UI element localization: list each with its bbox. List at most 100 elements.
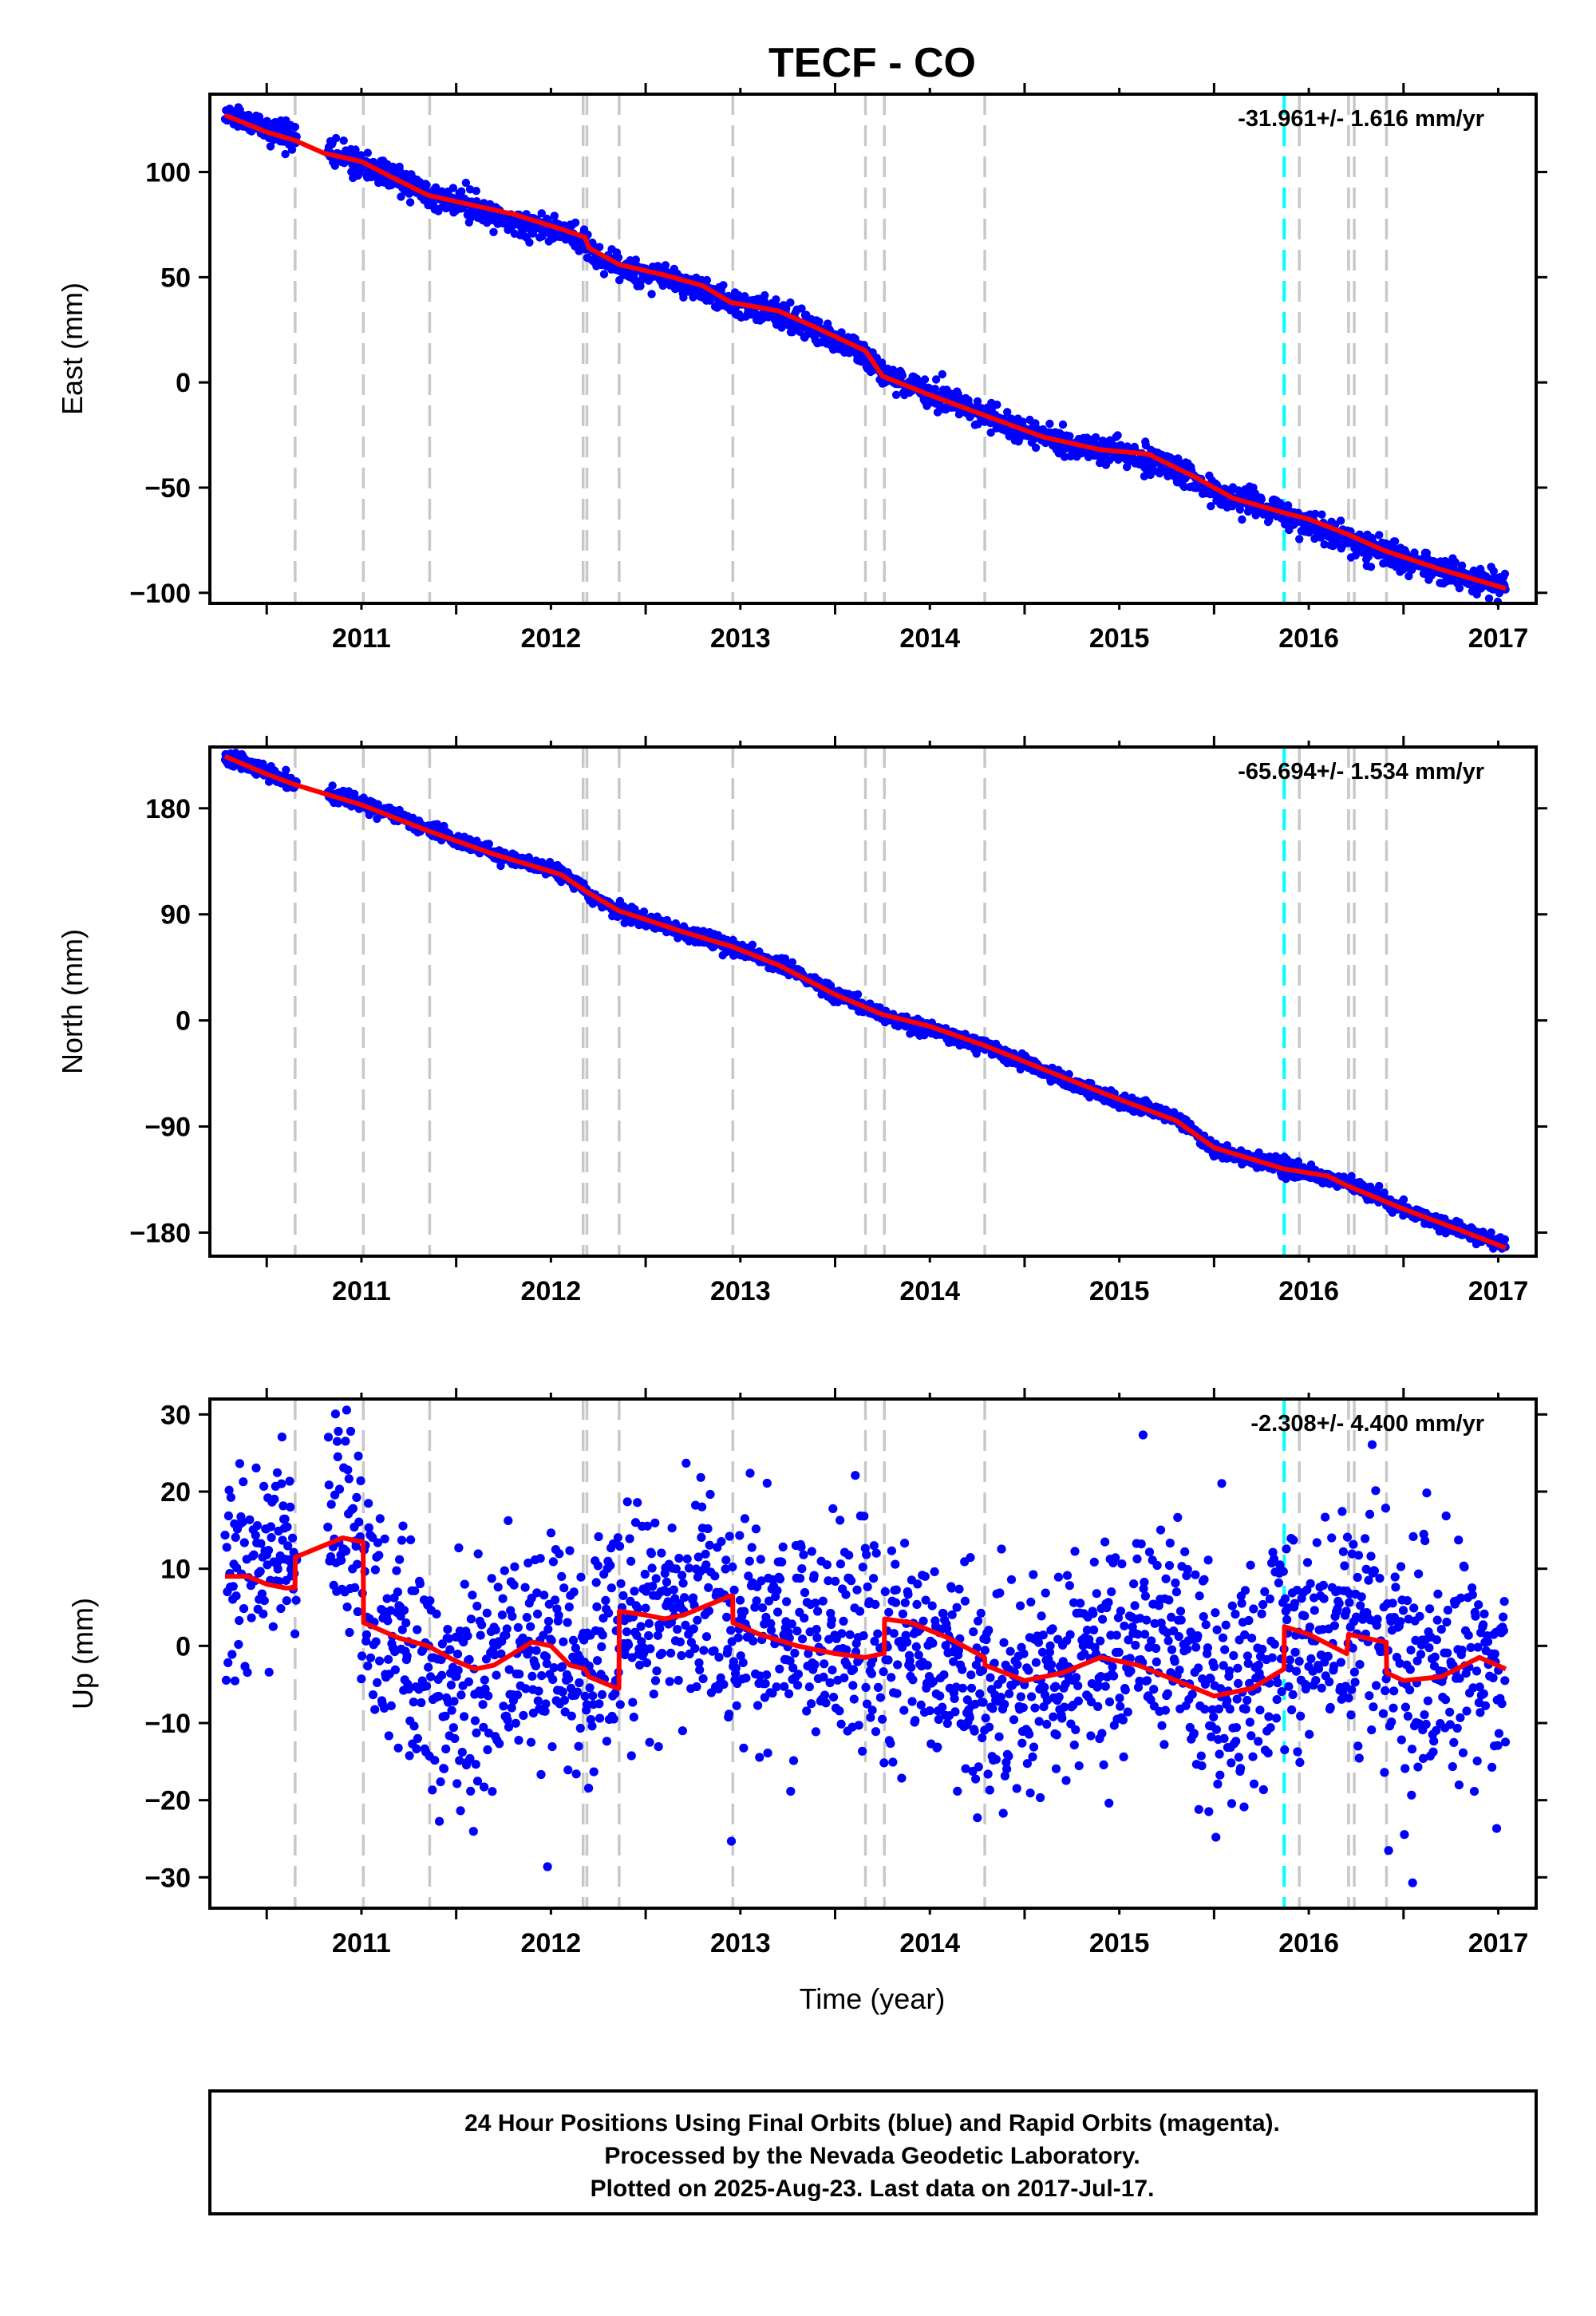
y-tick-label: 50 — [160, 263, 191, 293]
data-point — [1091, 433, 1100, 442]
data-point — [430, 1756, 440, 1765]
data-point — [482, 1608, 492, 1618]
data-point — [436, 1777, 445, 1787]
data-point — [397, 1625, 407, 1634]
data-point — [324, 1480, 334, 1490]
data-point — [480, 1684, 490, 1694]
y-tick-label: 90 — [160, 900, 191, 931]
data-point — [424, 1662, 433, 1672]
data-point — [455, 1756, 464, 1765]
data-point — [440, 1711, 450, 1721]
data-point — [259, 1609, 268, 1618]
data-point — [1375, 531, 1384, 539]
data-point — [239, 1477, 248, 1487]
data-point — [595, 243, 604, 251]
data-point — [428, 1785, 437, 1795]
data-point — [1451, 558, 1460, 567]
data-point — [397, 192, 405, 201]
data-point — [1347, 1172, 1356, 1180]
panel-up: 2011 2012 2013 2014 2015 2016 20173020100−10−2… — [66, 1388, 1547, 1958]
data-point — [251, 1531, 260, 1540]
data-point — [456, 1806, 465, 1816]
data-point — [661, 261, 670, 270]
data-point — [837, 328, 846, 337]
data-point — [405, 198, 415, 207]
data-point — [279, 1501, 288, 1511]
data-point — [476, 1630, 485, 1640]
y-tick-label: 100 — [145, 158, 191, 188]
data-point — [228, 1582, 238, 1591]
data-point — [357, 1674, 366, 1684]
x-tick-label: 2016 — [1278, 623, 1339, 654]
data-point — [348, 1504, 358, 1513]
data-point — [1295, 535, 1304, 543]
data-point — [777, 323, 786, 332]
data-point — [373, 1678, 382, 1687]
data-point — [1310, 509, 1320, 519]
data-point — [1283, 501, 1293, 510]
data-point — [249, 1550, 259, 1559]
data-point — [444, 1634, 454, 1643]
data-point — [410, 1586, 420, 1595]
data-point — [435, 1816, 444, 1826]
data-point — [380, 1534, 389, 1543]
data-point — [402, 1651, 412, 1661]
data-point — [231, 1591, 241, 1601]
data-point — [614, 253, 623, 262]
data-point — [445, 1645, 455, 1654]
data-point — [853, 990, 863, 999]
data-point — [772, 295, 780, 304]
data-point — [256, 1539, 266, 1548]
data-point — [986, 428, 995, 437]
data-point — [351, 1541, 361, 1551]
data-point — [631, 255, 640, 264]
data-point — [1320, 540, 1329, 549]
data-point — [235, 1459, 244, 1468]
panel-east-ylabel: East (mm) — [56, 283, 89, 415]
data-point — [224, 1485, 234, 1495]
data-point — [323, 1433, 334, 1442]
data-point — [337, 1555, 346, 1565]
data-point — [238, 1517, 247, 1527]
data-point — [379, 1703, 389, 1713]
data-point — [473, 1549, 483, 1559]
data-point — [702, 275, 712, 285]
data-point — [386, 1701, 396, 1710]
data-point — [412, 1744, 421, 1753]
data-point — [334, 1426, 343, 1437]
data-point — [333, 1452, 342, 1461]
data-point — [339, 136, 348, 145]
data-point — [479, 1722, 488, 1732]
data-point — [449, 1697, 459, 1706]
data-point — [472, 1601, 482, 1611]
data-point — [286, 1502, 295, 1512]
data-point — [437, 1670, 447, 1680]
data-point — [815, 317, 824, 326]
data-point — [788, 958, 797, 967]
data-point — [375, 1514, 385, 1524]
data-point — [417, 1697, 426, 1708]
data-point — [1500, 569, 1510, 579]
data-point — [282, 1522, 292, 1531]
data-point — [471, 1760, 480, 1769]
data-point — [383, 1616, 393, 1626]
data-point — [281, 149, 290, 159]
x-tick-label: 2011 — [332, 1276, 391, 1306]
data-point — [425, 1596, 435, 1606]
data-point — [413, 1733, 423, 1743]
data-point — [931, 375, 941, 384]
data-point — [443, 1625, 452, 1634]
panel-north: 2011 2012 2013 2014 2015 2016 2017180900−90−18… — [56, 736, 1547, 1306]
data-point — [234, 1639, 243, 1650]
data-point — [370, 1705, 380, 1714]
data-point — [434, 1691, 444, 1701]
data-point — [344, 1474, 354, 1484]
data-point — [282, 1596, 291, 1606]
data-point — [432, 1609, 441, 1618]
data-point — [396, 167, 405, 176]
data-point — [647, 290, 656, 298]
data-point — [1366, 563, 1376, 571]
data-point — [283, 1541, 293, 1551]
data-point — [464, 1677, 474, 1686]
data-point — [275, 1577, 284, 1587]
